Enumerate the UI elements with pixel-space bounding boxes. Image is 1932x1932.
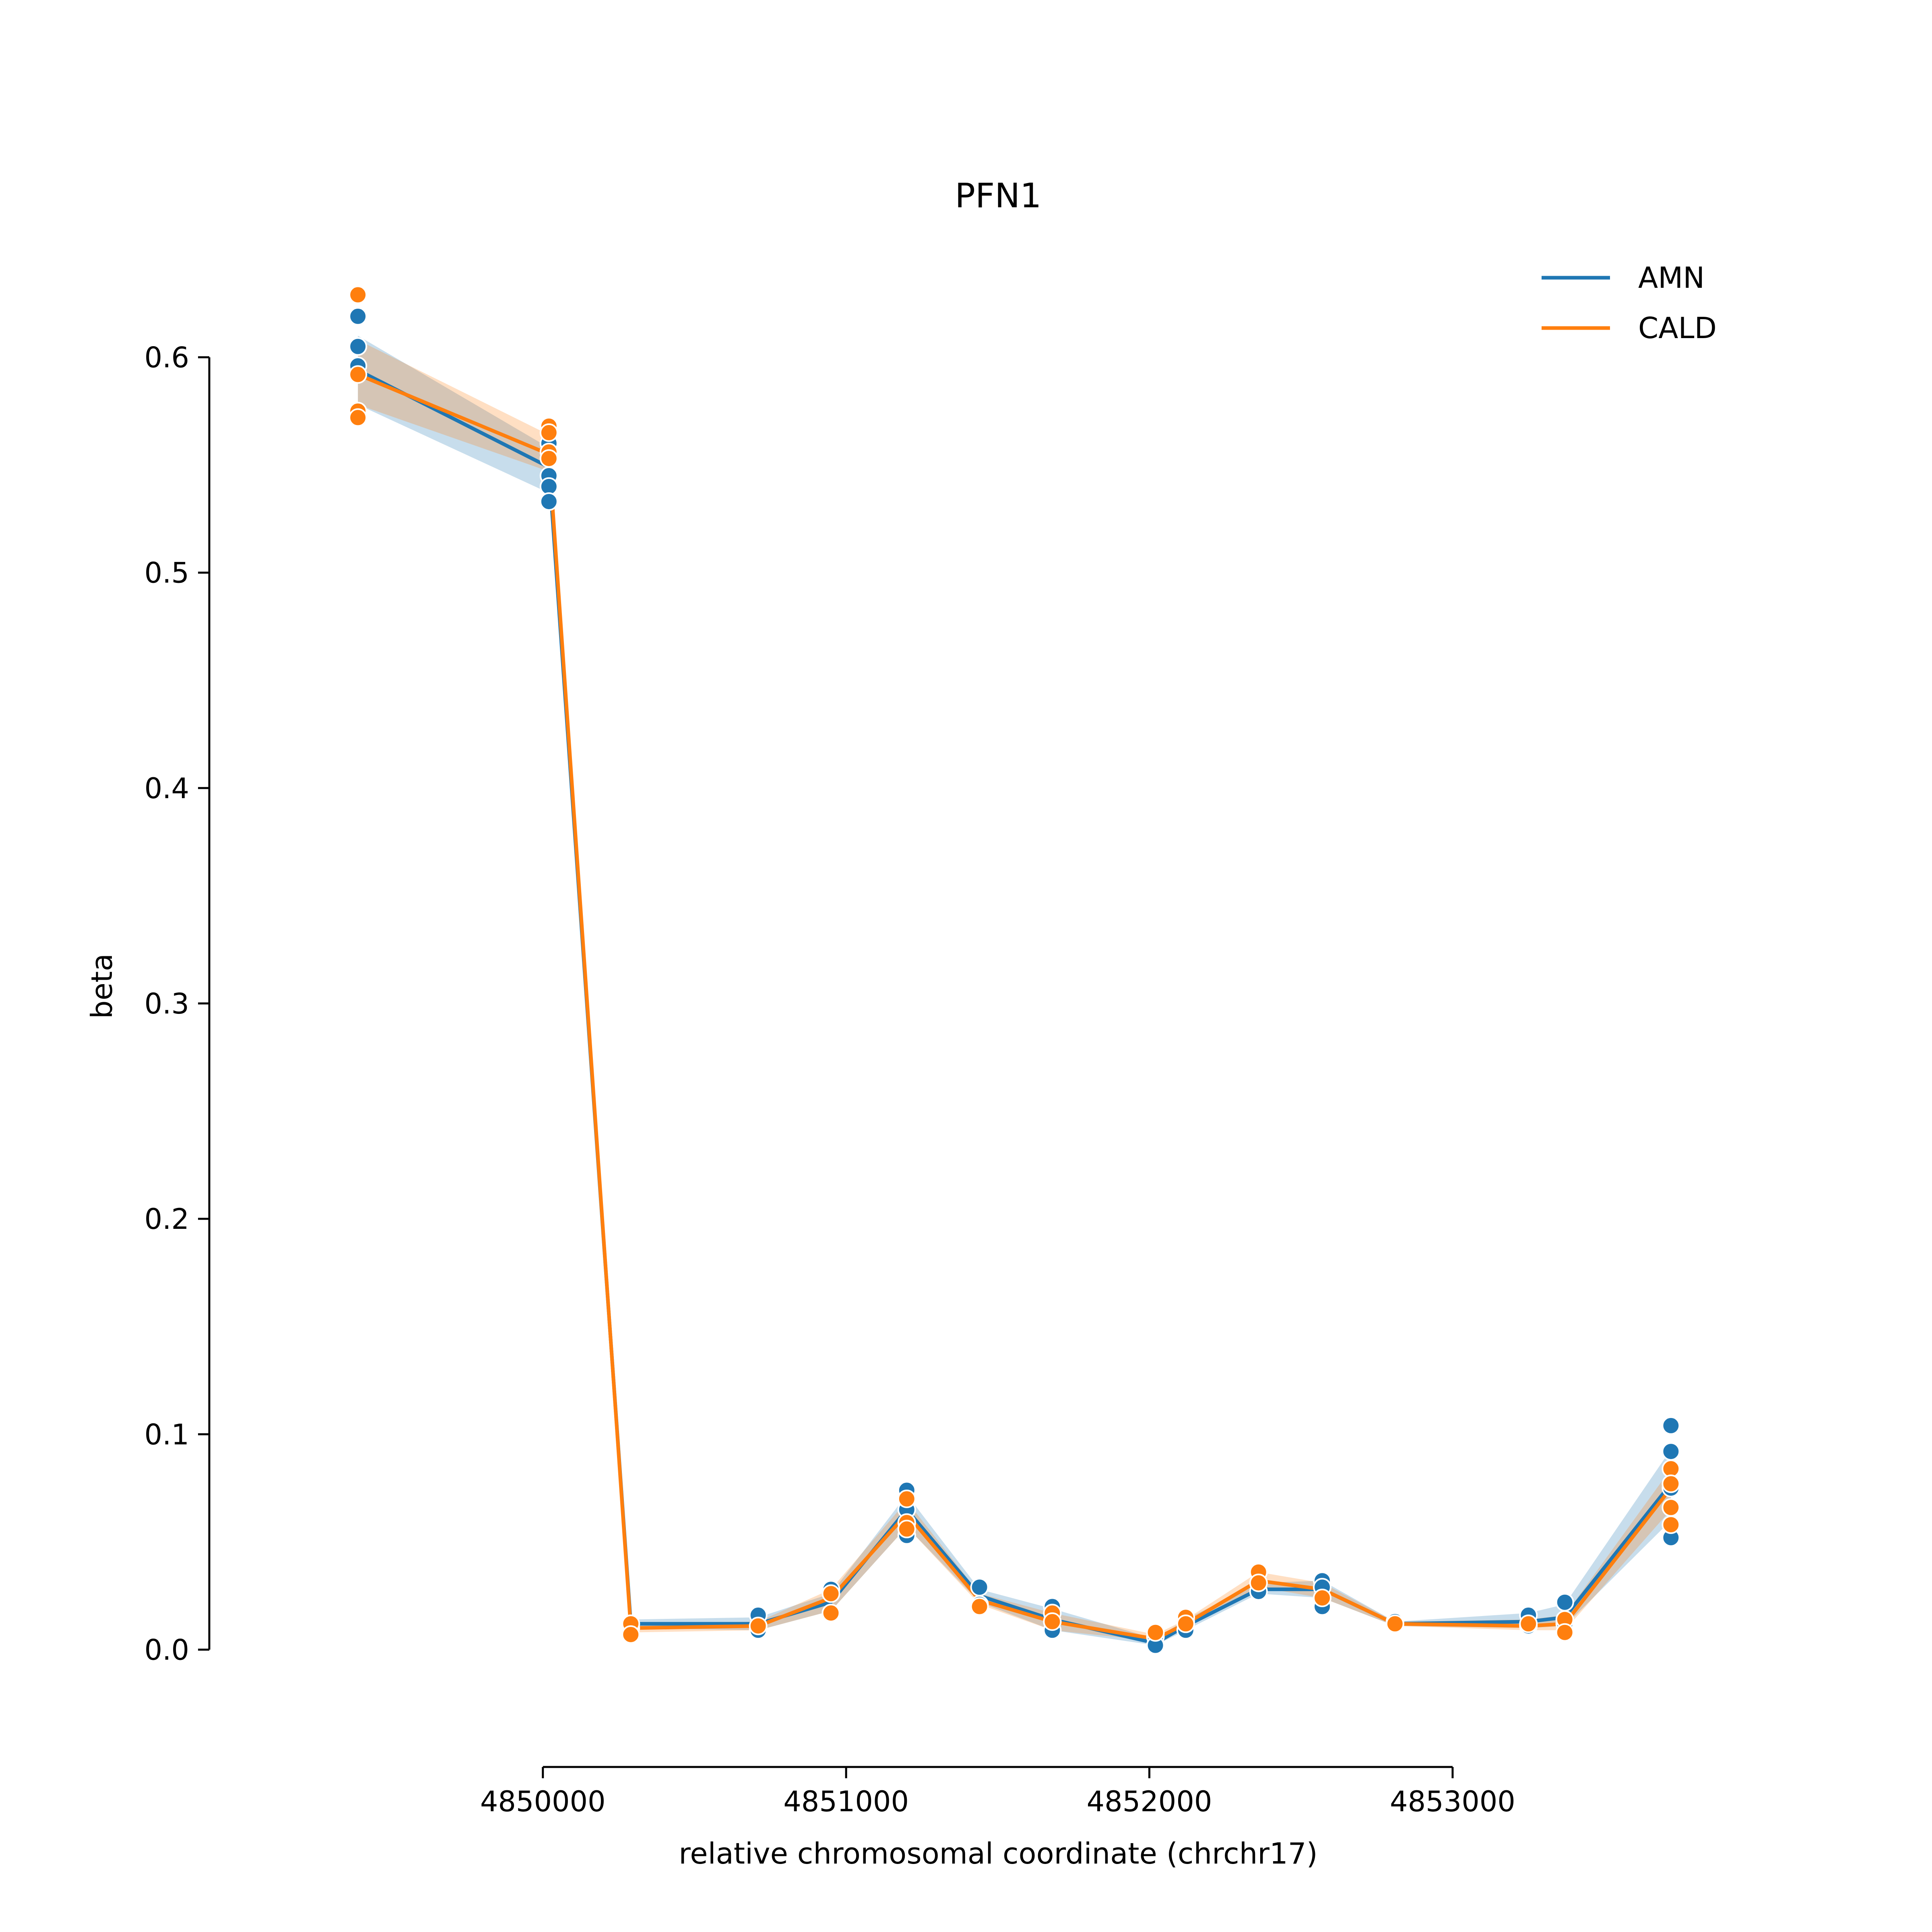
x-tick-label: 4853000 — [1390, 1785, 1515, 1818]
data-point-cald — [539, 449, 558, 468]
data-point-cald — [1146, 1623, 1165, 1642]
y-tick-label: 0.3 — [144, 987, 189, 1020]
data-point-cald — [1043, 1612, 1062, 1631]
y-tick-label: 0.0 — [144, 1633, 189, 1666]
data-point-cald — [349, 365, 367, 384]
legend: AMN CALD — [1542, 261, 1717, 345]
data-point-cald — [1519, 1614, 1538, 1633]
data-point-cald — [621, 1625, 640, 1644]
data-point-cald — [1385, 1614, 1404, 1633]
y-tick-label: 0.1 — [144, 1418, 189, 1451]
data-points — [349, 285, 1680, 1655]
data-point-cald — [970, 1597, 989, 1616]
y-tick-label: 0.5 — [144, 557, 189, 590]
data-point-cald — [897, 1519, 916, 1538]
legend-label-amn: AMN — [1638, 261, 1705, 295]
y-axis-label: beta — [85, 954, 119, 1019]
data-point-amn — [349, 307, 367, 326]
data-point-cald — [1662, 1515, 1680, 1534]
data-point-cald — [349, 408, 367, 427]
legend-label-cald: CALD — [1638, 311, 1717, 345]
data-point-amn — [349, 337, 367, 356]
data-point-amn — [1555, 1593, 1574, 1612]
y-axis: 0.0 0.1 0.2 0.3 0.4 0.5 0.6 — [144, 341, 211, 1666]
series-lines — [357, 368, 1672, 1645]
data-point-amn — [1662, 1416, 1680, 1435]
data-point-cald — [1249, 1573, 1268, 1592]
data-point-cald — [349, 285, 367, 304]
series-line-cald — [357, 373, 1672, 1641]
data-point-cald — [822, 1604, 840, 1622]
data-point-cald — [897, 1489, 916, 1508]
y-tick-label: 0.6 — [144, 341, 189, 374]
y-tick-label: 0.4 — [144, 772, 189, 805]
data-point-cald — [1555, 1623, 1574, 1642]
data-point-cald — [1176, 1614, 1195, 1633]
data-point-amn — [1662, 1442, 1680, 1461]
x-tick-label: 4852000 — [1087, 1785, 1212, 1818]
x-axis: 4850000 4851000 4852000 4853000 — [480, 1766, 1515, 1818]
data-point-amn — [970, 1578, 989, 1597]
x-tick-label: 4850000 — [480, 1785, 606, 1818]
y-tick-label: 0.2 — [144, 1203, 189, 1236]
x-tick-label: 4851000 — [783, 1785, 909, 1818]
data-point-cald — [822, 1584, 840, 1603]
data-point-cald — [1662, 1474, 1680, 1493]
chart-title: PFN1 — [955, 176, 1041, 215]
x-axis-label: relative chromosomal coordinate (chrchr1… — [679, 1837, 1317, 1870]
data-point-amn — [539, 492, 558, 511]
data-point-cald — [539, 423, 558, 442]
data-point-cald — [1313, 1589, 1331, 1607]
data-point-cald — [749, 1616, 768, 1635]
data-point-cald — [1662, 1498, 1680, 1517]
